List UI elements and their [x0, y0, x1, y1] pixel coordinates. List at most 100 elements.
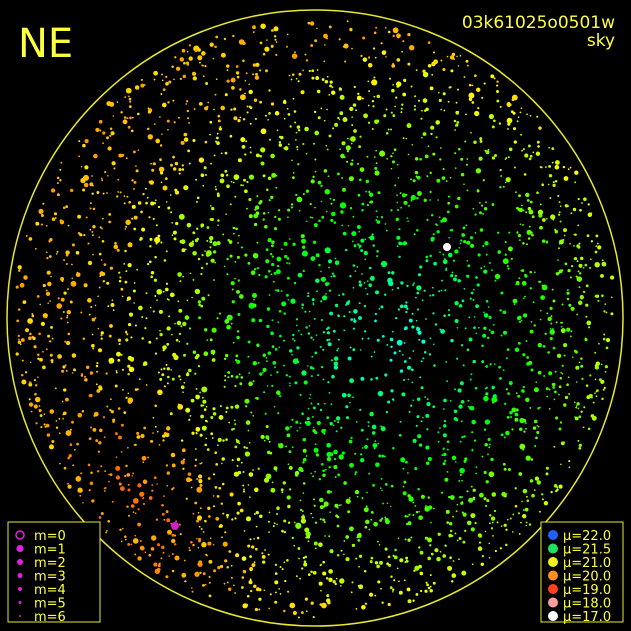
star — [427, 145, 430, 148]
star — [288, 74, 291, 77]
star — [456, 326, 459, 329]
star — [463, 459, 467, 463]
star — [249, 146, 252, 149]
star — [212, 353, 215, 356]
star — [407, 365, 412, 370]
star — [374, 56, 377, 59]
star — [196, 227, 199, 230]
star — [373, 447, 376, 450]
star — [250, 589, 253, 593]
star — [232, 34, 235, 38]
star — [204, 419, 208, 423]
star — [479, 139, 483, 143]
star — [570, 306, 575, 311]
star — [260, 23, 266, 29]
star — [477, 107, 480, 110]
star — [380, 305, 384, 309]
star — [447, 308, 451, 312]
star — [561, 269, 564, 272]
star — [562, 342, 568, 348]
star — [328, 289, 332, 292]
star — [461, 570, 467, 576]
star — [240, 376, 244, 379]
star — [446, 448, 449, 451]
star — [432, 405, 436, 409]
star — [184, 248, 187, 251]
star — [422, 416, 424, 419]
star — [108, 334, 112, 338]
star — [39, 303, 42, 306]
star — [249, 555, 252, 558]
star — [578, 443, 582, 447]
star — [159, 332, 163, 337]
star — [468, 316, 471, 319]
star — [375, 149, 377, 152]
star — [535, 381, 538, 384]
star — [158, 166, 165, 173]
star — [287, 112, 291, 116]
star — [221, 536, 223, 539]
star — [132, 472, 135, 475]
star — [522, 148, 525, 151]
star — [380, 425, 382, 428]
star — [315, 334, 318, 336]
star — [355, 109, 358, 112]
star — [259, 514, 263, 519]
star — [567, 376, 570, 379]
star — [376, 564, 380, 569]
star — [314, 470, 316, 473]
star — [257, 361, 260, 364]
star — [327, 601, 331, 605]
star — [404, 538, 407, 541]
star — [587, 427, 591, 431]
star — [322, 571, 327, 576]
star — [291, 536, 294, 540]
star — [226, 184, 230, 189]
star — [369, 275, 375, 281]
magnitude-symbol — [18, 601, 22, 604]
star — [278, 309, 282, 313]
star — [100, 465, 103, 468]
star — [490, 527, 494, 530]
star — [507, 267, 510, 270]
star — [566, 291, 570, 295]
star — [107, 175, 109, 177]
star — [505, 493, 508, 495]
star — [534, 476, 540, 481]
star — [533, 387, 539, 393]
star — [337, 338, 340, 341]
star — [558, 247, 560, 250]
star — [197, 511, 200, 514]
star — [145, 384, 148, 386]
star — [483, 82, 486, 85]
star — [251, 318, 256, 323]
star — [67, 332, 71, 336]
star — [277, 412, 280, 415]
star — [293, 110, 297, 113]
star — [42, 312, 48, 319]
star — [457, 88, 459, 91]
star — [358, 230, 361, 233]
star — [279, 565, 282, 569]
star — [345, 303, 348, 306]
star — [333, 465, 338, 470]
star — [517, 394, 521, 398]
star — [312, 367, 315, 370]
star — [507, 392, 510, 395]
star — [235, 553, 240, 558]
star — [271, 240, 275, 244]
star — [551, 161, 554, 164]
star — [340, 504, 342, 506]
star — [56, 250, 59, 253]
star — [528, 209, 534, 215]
star — [601, 294, 604, 297]
star — [187, 149, 190, 153]
star — [285, 374, 289, 377]
star — [82, 501, 84, 504]
star — [403, 242, 406, 246]
star — [398, 433, 402, 437]
star — [474, 386, 478, 390]
star — [206, 239, 209, 242]
star — [465, 59, 469, 63]
star — [485, 253, 488, 256]
